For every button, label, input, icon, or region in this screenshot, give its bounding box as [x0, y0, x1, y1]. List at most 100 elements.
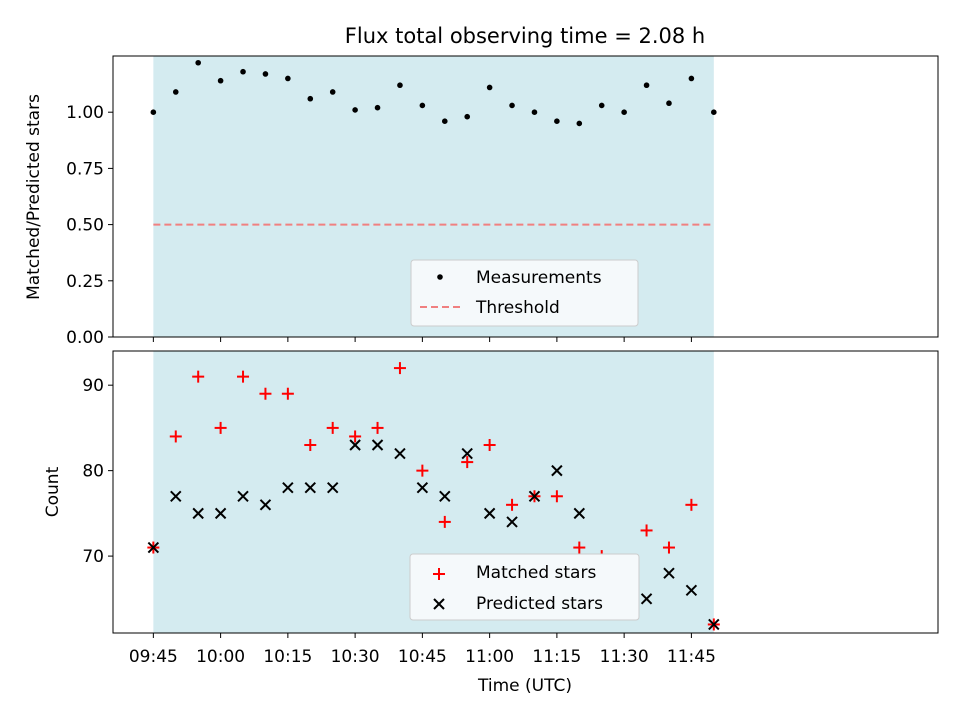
predicted-star-stroke-b	[192, 507, 204, 520]
measurement-point	[397, 82, 403, 89]
measurement-point	[711, 109, 717, 115]
x-tick-label: 10:00	[196, 647, 245, 667]
predicted-star-stroke-b	[416, 482, 429, 494]
predicted-star-stroke-b	[640, 593, 653, 605]
predicted-star-stroke-b	[326, 482, 339, 494]
predicted-star-point	[708, 618, 720, 631]
measurement-point	[352, 107, 358, 113]
predicted-star-point	[528, 490, 541, 502]
predicted-star-stroke-b	[371, 439, 384, 451]
bottom-y-ticks: 70 80 90	[82, 376, 113, 567]
predicted-star-point	[640, 593, 653, 605]
matched-star-point	[640, 524, 653, 537]
predicted-star-stroke-b	[259, 499, 272, 511]
predicted-star-point	[170, 490, 182, 502]
legend-predicted-stars: Predicted stars	[476, 594, 603, 614]
measurement-point	[643, 82, 650, 89]
measurement-legend-marker	[437, 274, 443, 280]
measurement-point	[195, 59, 201, 66]
predicted-star-stroke-b	[663, 567, 675, 579]
matched-star-point	[169, 430, 182, 443]
predicted-star-point	[416, 482, 429, 494]
predicted-star-point	[147, 541, 160, 554]
predicted-star-stroke-b	[170, 490, 182, 502]
legend-threshold: Threshold	[475, 298, 560, 318]
measurement-point	[150, 109, 157, 115]
x-tick-label: 10:15	[263, 647, 312, 667]
bottom-y-tick-label: 90	[82, 376, 104, 396]
x-axis-label: Time (UTC)	[477, 676, 572, 696]
measurement-point	[307, 95, 314, 102]
measurement-point	[509, 102, 515, 109]
predicted-star-point	[349, 439, 361, 451]
measurement-point	[240, 68, 246, 75]
measurement-point	[217, 77, 224, 84]
top-y-ticks: 0.00 0.25 0.50 0.75 1.00	[66, 103, 113, 348]
predicted-star-stroke-b	[147, 541, 160, 554]
x-tick-label: 11:30	[600, 647, 649, 667]
measurement-point	[262, 71, 269, 77]
bottom-legend: Matched stars Predicted stars	[409, 553, 640, 621]
predicted-star-stroke-b	[573, 507, 586, 520]
predicted-legend-marker	[433, 598, 445, 610]
measurement-point	[464, 113, 471, 120]
bottom-legend-box	[409, 553, 640, 621]
matched-star-point	[506, 498, 519, 511]
measurement-point	[329, 89, 336, 95]
predicted-star-point	[685, 584, 698, 596]
predicted-star-point	[237, 490, 249, 502]
predicted-star-stroke-b	[483, 507, 496, 520]
matched-star-point	[573, 541, 586, 554]
measurement-point	[666, 100, 672, 107]
bottom-x-ticks: 09:45 10:00 10:15 10:30 10:45 11:00 11:15 11:30…	[129, 633, 716, 667]
predicted-star-point	[304, 482, 316, 494]
predicted-star-stroke-b	[506, 516, 518, 528]
matched-star-point	[326, 421, 339, 434]
predicted-star-point	[326, 482, 339, 494]
top-y-tick-label: 0.25	[66, 272, 104, 292]
predicted-star-stroke-b	[394, 447, 406, 460]
predicted-star-point	[394, 447, 406, 460]
bottom-y-tick-label: 80	[82, 462, 104, 482]
matched-star-point	[550, 490, 563, 503]
measurement-point	[531, 109, 538, 115]
matched-star-point	[371, 421, 384, 434]
x-tick-label: 10:45	[398, 647, 447, 667]
top-legend: Measurements Threshold	[410, 259, 639, 327]
x-tick-label: 11:45	[667, 647, 716, 667]
top-y-tick-label: 0.00	[66, 328, 104, 348]
matched-star-point	[281, 387, 294, 400]
matched-star-point	[349, 430, 362, 443]
x-tick-label: 09:45	[129, 647, 178, 667]
predicted-star-stroke-b	[349, 439, 361, 451]
top-y-tick-label: 1.00	[66, 103, 104, 123]
predicted-star-stroke-b	[528, 490, 541, 502]
star-count-points	[147, 362, 720, 631]
matched-star-point	[461, 456, 474, 469]
matched-star-point	[214, 421, 227, 434]
measurement-point	[688, 75, 695, 82]
measurement-point	[172, 89, 179, 95]
predicted-star-point	[461, 447, 473, 460]
predicted-star-point	[371, 439, 384, 451]
x-tick-label: 11:15	[532, 647, 581, 667]
chart-title: Flux total observing time = 2.08 h	[345, 24, 705, 48]
predicted-star-point	[663, 567, 675, 579]
top-y-tick-label: 0.75	[66, 159, 104, 179]
matched-star-point	[237, 370, 250, 383]
predicted-star-stroke-b	[685, 584, 698, 596]
bottom-y-axis-label: Count	[43, 466, 63, 517]
predicted-star-stroke-b	[708, 618, 720, 631]
predicted-star-point	[551, 464, 563, 477]
bottom-panel: 70 80 90 09:45 10:00 10:15 10:30 10:45 11:00 11:…	[43, 350, 939, 696]
predicted-star-point	[483, 507, 496, 520]
predicted-star-point	[439, 490, 451, 502]
measurement-point	[576, 120, 583, 127]
measurement-point	[554, 118, 560, 124]
predicted-star-point	[506, 516, 518, 528]
matched-star-point	[304, 439, 317, 451]
measurement-point	[441, 118, 448, 124]
matched-star-point	[438, 515, 451, 528]
top-x-ticks	[152, 337, 692, 342]
